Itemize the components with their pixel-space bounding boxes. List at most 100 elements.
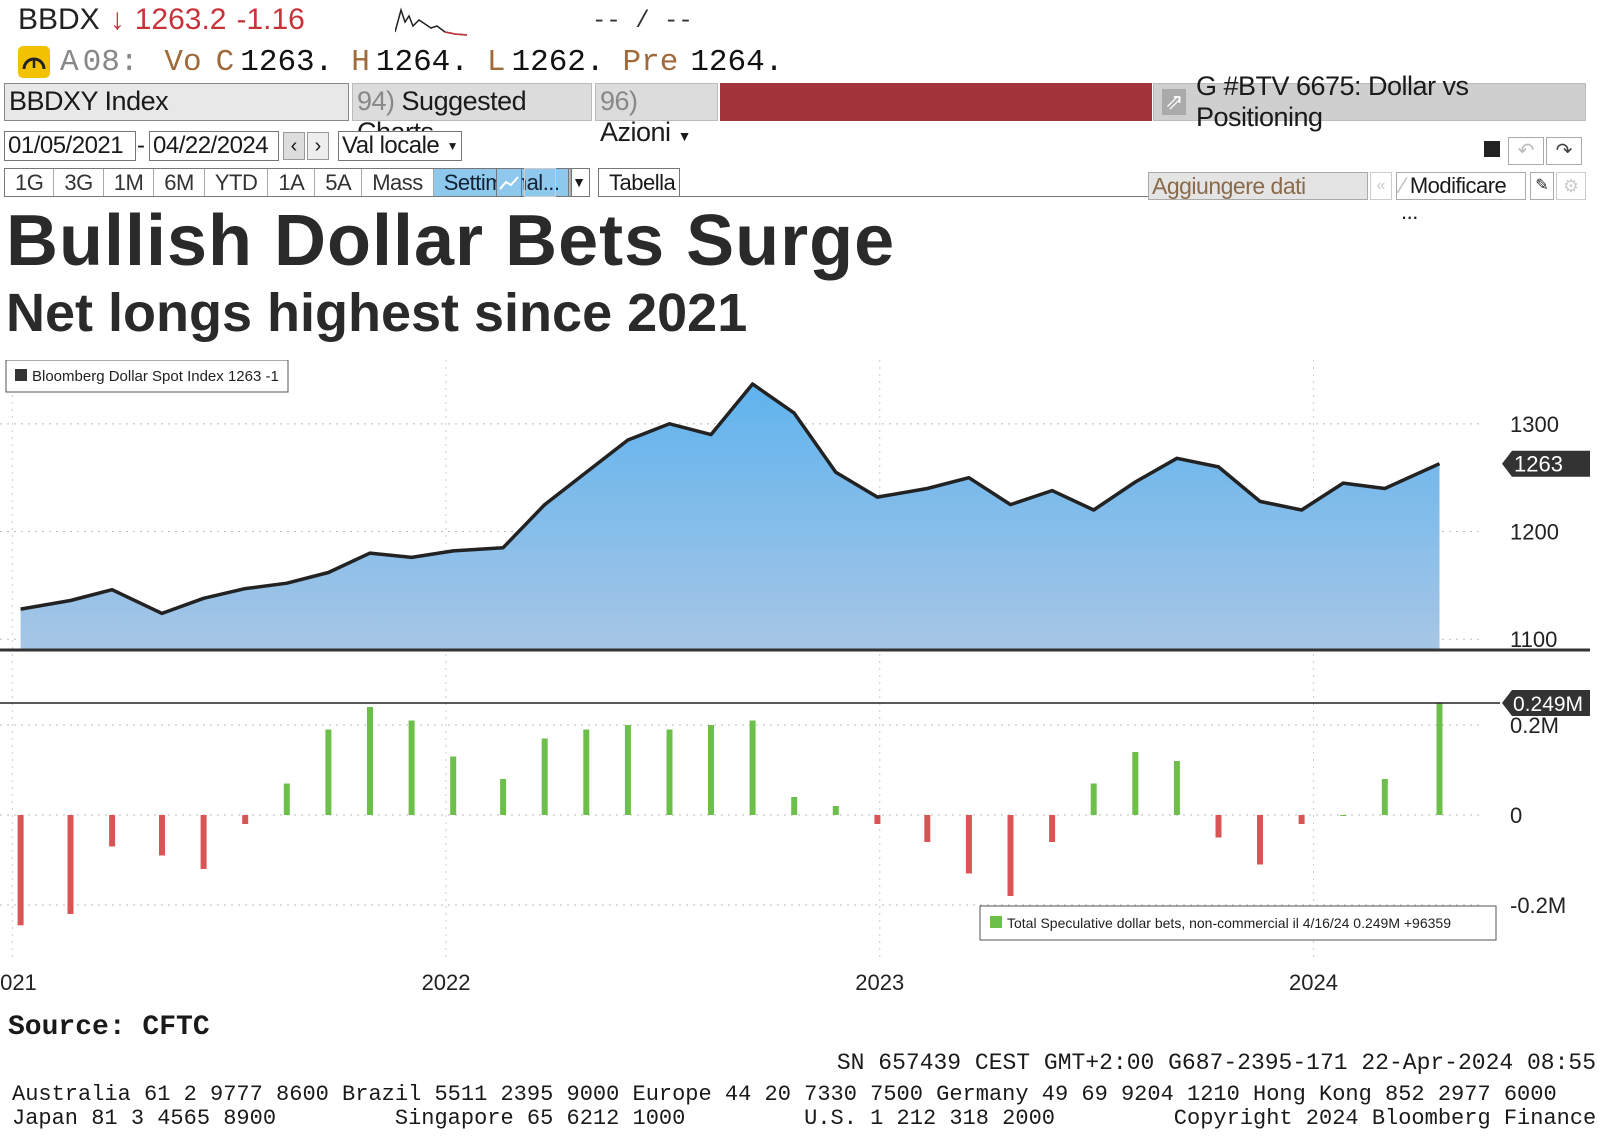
chevron-right-icon[interactable]: › (307, 132, 329, 160)
chart-style-button[interactable] (524, 168, 556, 197)
quote-details: A 08: Vo C 1263. H 1264. L 1262. Pre 126… (18, 42, 783, 82)
bar (450, 756, 457, 815)
actions-number: 96) (600, 86, 638, 116)
end-date-input[interactable]: 04/22/2024 (149, 131, 279, 161)
bar (1340, 815, 1347, 816)
period-button[interactable]: 1A (268, 169, 316, 196)
period-button[interactable]: YTD (205, 169, 269, 196)
double-chevron-left-icon[interactable]: « (1370, 172, 1392, 200)
toolbar-spacer (680, 168, 1150, 197)
ticker-symbol[interactable]: BBDX (18, 3, 100, 36)
bar (1132, 752, 1139, 815)
chart-title-tab[interactable]: ⇗ G #BTV 6675: Dollar vs Positioning (1153, 71, 1586, 132)
chevron-left-icon[interactable]: ‹ (283, 132, 305, 160)
chevron-down-icon: ▼ (446, 139, 459, 153)
area-series-line (20, 382, 1441, 616)
last-value-tag: 0.249M (1502, 689, 1590, 716)
x-tick-label: 2021 (0, 970, 37, 995)
price-change: -1.16 (236, 3, 305, 36)
low-value: 1262. (511, 44, 605, 80)
period-button[interactable]: Mass (362, 169, 434, 196)
last-price: 1263.2 (134, 3, 227, 36)
contacts-line-1: Australia 61 2 9777 8600 Brazil 5511 239… (12, 1082, 1557, 1107)
quote-header: BBDX ↓ 1263.2 -1.16 (18, 2, 305, 38)
table-button[interactable]: Tabella (598, 168, 680, 197)
legend-bottom[interactable]: Total Speculative dollar bets, non-comme… (979, 905, 1497, 941)
bar (965, 815, 972, 874)
play-icon[interactable] (1484, 141, 1500, 157)
y-tick-label: -0.2M (1510, 893, 1566, 918)
period-button[interactable]: 6M (154, 169, 205, 196)
period-button[interactable]: 5A (315, 169, 363, 196)
x-tick-label: 2022 (422, 970, 471, 995)
last-value-tag: 1263 (1502, 450, 1590, 477)
bar (791, 797, 798, 815)
edit-icon[interactable]: ✎ (1530, 172, 1554, 200)
chart-headline: Bullish Dollar Bets Surge (6, 201, 896, 281)
y-tick-label: 1100 (1510, 627, 1557, 652)
bar (1436, 703, 1443, 815)
chevron-down-icon: ▼ (677, 128, 692, 144)
bar (541, 738, 548, 815)
suggested-charts-number: 94) (357, 86, 395, 116)
pencil-icon: ⁄ (1401, 173, 1405, 198)
chart-subheadline: Net longs highest since 2021 (6, 283, 748, 343)
bar (500, 779, 507, 815)
alert-bar (720, 83, 1152, 121)
modify-button[interactable]: ⁄ Modificare ... (1396, 172, 1526, 224)
actions-label: Azioni (600, 117, 671, 147)
period-button[interactable]: 1M (104, 169, 155, 196)
y-tick-label: 1200 (1510, 520, 1559, 545)
period-button[interactable]: 3G (54, 169, 104, 196)
chevron-down-icon[interactable]: ▼ (568, 168, 590, 197)
alert-icon: A (60, 44, 79, 80)
bar (749, 720, 756, 815)
legend-bottom-label: Total Speculative dollar bets, non-comme… (1007, 915, 1451, 931)
gauge-icon[interactable] (18, 46, 50, 78)
bar (1215, 815, 1222, 838)
axes: 1300 1200 1100 0.2M 0 -0.2M 2021 2022 2023 2024 12… (0, 412, 1590, 995)
bar (242, 815, 249, 824)
bar (1090, 783, 1097, 815)
suggested-charts-menu[interactable]: 94) Suggested Charts (352, 83, 592, 147)
legend-top[interactable]: Bloomberg Dollar Spot Index 1263 -1 (5, 360, 289, 393)
bar (924, 815, 931, 842)
line-chart-icon[interactable] (496, 168, 522, 197)
bar (408, 720, 415, 815)
external-link-icon[interactable]: ⇗ (1162, 89, 1186, 115)
bar (283, 783, 290, 815)
low-label: L (486, 44, 506, 80)
x-tick-label: 2024 (1289, 970, 1338, 995)
down-arrow-icon: ↓ (109, 3, 125, 36)
actions-menu[interactable]: 96) Azioni ▼ (595, 83, 718, 147)
high-label: H (351, 44, 370, 80)
last-value-label: 0.249M (1513, 693, 1583, 716)
gear-icon[interactable]: ⚙ (1556, 172, 1586, 200)
undo-button[interactable]: ↶ (1508, 137, 1544, 165)
add-data-input[interactable]: Aggiungere dati (1148, 172, 1368, 200)
bar (874, 815, 881, 824)
redo-button[interactable]: ↷ (1546, 137, 1582, 165)
bar (1298, 815, 1305, 824)
bar (1173, 761, 1180, 815)
y-tick-label: 0 (1510, 803, 1522, 828)
session-info: SN 657439 CEST GMT+2:00 G687-2395-171 22… (836, 1050, 1596, 1076)
chart-area[interactable]: 1300 1200 1100 0.2M 0 -0.2M 2021 2022 2023 2024 12… (0, 360, 1600, 1020)
sparkline-icon (395, 7, 468, 36)
bar (666, 729, 673, 815)
volume-label: Vo (164, 44, 202, 80)
source-label: Source: CFTC (8, 1012, 210, 1043)
bar (67, 815, 74, 914)
period-button[interactable]: 1G (5, 169, 55, 196)
currency-select[interactable]: Val locale ▼ (338, 131, 462, 161)
date-separator: - (137, 132, 145, 159)
security-input[interactable]: BBDXY Index (4, 83, 349, 121)
start-date-input[interactable]: 01/05/2021 (4, 131, 136, 161)
chart-title: G #BTV 6675: Dollar vs Positioning (1195, 71, 1469, 132)
bid-ask: -- / -- (592, 8, 693, 35)
bar (367, 707, 373, 815)
bar-series (0, 702, 1500, 926)
currency-value: Val locale (342, 132, 440, 159)
bar (325, 729, 332, 815)
y-tick-label: 1300 (1510, 412, 1559, 437)
